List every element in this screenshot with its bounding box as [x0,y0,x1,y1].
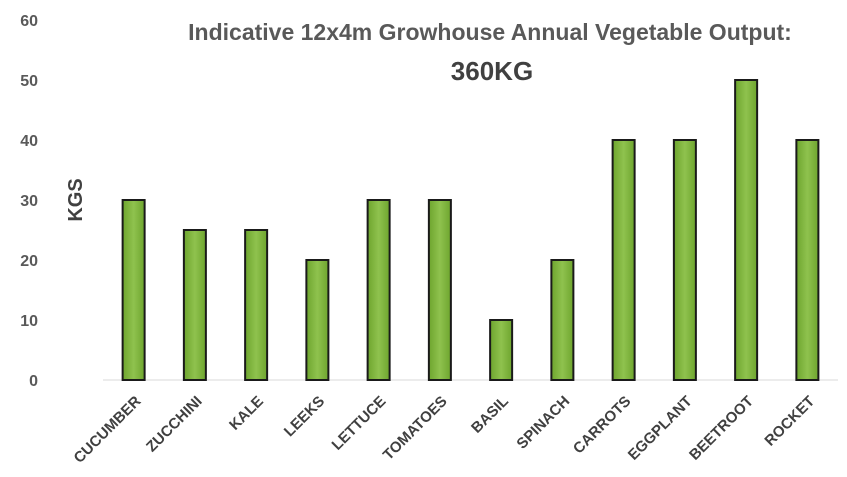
y-tick-label: 40 [20,133,38,150]
bar-lettuce [366,199,391,381]
bar-kale [244,229,269,381]
bar-spinach [550,259,575,381]
x-tick-label: ROCKET [761,393,818,450]
y-tick-label: 0 [29,373,38,390]
x-tick-label: TOMATOES [380,393,451,464]
chart-subtitle: 360KG [451,56,533,86]
x-tick-label: BEETROOT [686,393,757,464]
x-tick-label: LEEKS [281,393,328,440]
x-tick-label: CUCUMBER [71,393,145,467]
x-tick-label: ZUCCHINI [143,393,206,456]
bar-beetroot [734,79,759,381]
bar-rocket [795,139,820,381]
y-tick-label: 60 [20,13,38,30]
bar-carrots [611,139,636,381]
x-tick-label: EGGPLANT [625,393,696,464]
x-tick-label: BASIL [468,393,512,437]
bar-basil [489,319,514,381]
bar-tomatoes [427,199,452,381]
x-tick-label: SPINACH [513,393,573,453]
bar-eggplant [672,139,697,381]
x-tick-label: KALE [226,393,267,434]
y-tick-label: 20 [20,253,38,270]
x-tick-label: LETTUCE [329,393,390,454]
y-axis-ticks: 0 10 20 30 40 50 60 [20,13,38,390]
bar-leeks [305,259,330,381]
y-axis-label: KGS [65,178,87,221]
bar-cucumber [121,199,146,381]
bars [121,79,820,381]
x-tick-label: CARROTS [570,393,634,457]
y-tick-label: 10 [20,313,38,330]
chart-title: Indicative 12x4m Growhouse Annual Vegeta… [188,19,792,45]
y-tick-label: 50 [20,73,38,90]
y-tick-label: 30 [20,193,38,210]
bar-zucchini [182,229,207,381]
